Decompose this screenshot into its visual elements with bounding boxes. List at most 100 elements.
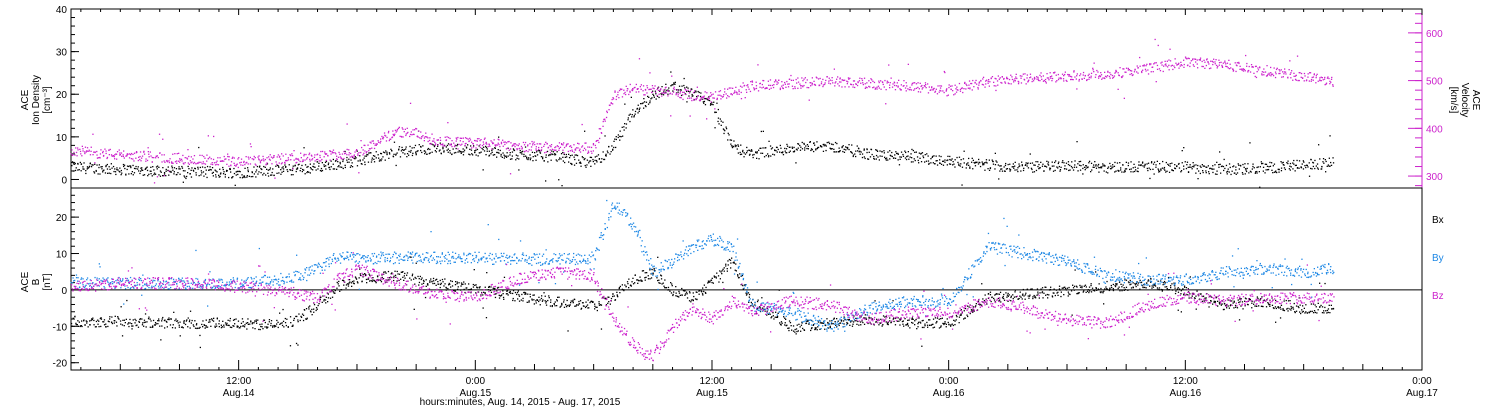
bx-point bbox=[296, 315, 298, 318]
density-point bbox=[899, 156, 901, 158]
density-point bbox=[743, 156, 745, 158]
bx-point bbox=[875, 321, 878, 323]
bx-point bbox=[637, 279, 639, 281]
density-point bbox=[859, 150, 861, 152]
bx-point bbox=[331, 289, 333, 291]
velocity-point bbox=[1040, 72, 1042, 74]
density-point bbox=[1125, 161, 1127, 163]
velocity-point bbox=[468, 140, 470, 142]
density-point bbox=[891, 151, 893, 154]
density-point bbox=[1095, 165, 1097, 167]
bx-point bbox=[313, 311, 315, 313]
density-point bbox=[594, 163, 596, 165]
density-point bbox=[1009, 168, 1011, 170]
velocity-point bbox=[976, 83, 978, 85]
density-point bbox=[473, 145, 475, 147]
bx-point bbox=[649, 269, 651, 271]
bx-point bbox=[83, 320, 85, 322]
density-point bbox=[739, 153, 742, 156]
velocity-point bbox=[1217, 65, 1219, 68]
velocity-point bbox=[642, 85, 645, 87]
velocity-point bbox=[417, 136, 419, 138]
bx-point bbox=[646, 272, 648, 274]
bx-point bbox=[264, 326, 266, 328]
bx-point bbox=[618, 287, 621, 289]
bx-point bbox=[208, 321, 210, 323]
density-point bbox=[663, 91, 665, 93]
velocity-point bbox=[166, 161, 169, 163]
density-point bbox=[1308, 175, 1311, 177]
density-point bbox=[1260, 161, 1262, 163]
velocity-point bbox=[684, 88, 687, 91]
density-point bbox=[1144, 163, 1146, 165]
bx-point bbox=[852, 323, 854, 325]
density-point bbox=[1186, 164, 1188, 166]
density-point bbox=[479, 152, 481, 154]
velocity-point bbox=[249, 143, 252, 145]
bx-point bbox=[176, 320, 178, 322]
velocity-point bbox=[861, 78, 863, 80]
density-point bbox=[281, 171, 283, 173]
bx-point bbox=[231, 326, 233, 329]
density-point bbox=[1144, 164, 1146, 167]
bx-point bbox=[494, 296, 497, 299]
density-point bbox=[132, 164, 134, 167]
velocity-point bbox=[696, 97, 698, 99]
velocity-point bbox=[629, 91, 631, 93]
velocity-point bbox=[915, 83, 918, 85]
density-point bbox=[1127, 162, 1130, 164]
bx-point bbox=[538, 296, 540, 298]
density-point bbox=[924, 161, 926, 163]
bx-point bbox=[272, 325, 274, 327]
bx-point bbox=[567, 330, 569, 332]
bx-point bbox=[403, 279, 405, 281]
velocity-point bbox=[291, 155, 294, 157]
density-point bbox=[481, 147, 483, 150]
velocity-point bbox=[172, 162, 174, 164]
velocity-point bbox=[837, 83, 839, 85]
velocity-point bbox=[247, 163, 249, 165]
velocity-point bbox=[184, 157, 186, 159]
density-point bbox=[1177, 163, 1180, 165]
velocity-point bbox=[675, 94, 677, 96]
velocity-point bbox=[995, 85, 997, 87]
velocity-point bbox=[682, 98, 684, 101]
bx-point bbox=[376, 279, 378, 281]
bx-point bbox=[127, 323, 129, 325]
bx-point bbox=[295, 315, 297, 318]
density-point bbox=[1298, 167, 1300, 169]
bx-point bbox=[806, 320, 808, 322]
density-point bbox=[408, 150, 410, 153]
density-point bbox=[371, 159, 373, 161]
density-point bbox=[1090, 171, 1092, 173]
bx-point bbox=[440, 282, 442, 284]
velocity-point bbox=[1199, 57, 1202, 59]
velocity-point bbox=[495, 144, 497, 146]
velocity-point bbox=[688, 92, 691, 94]
density-point bbox=[1077, 163, 1079, 165]
velocity-point bbox=[1099, 75, 1102, 78]
velocity-point bbox=[1169, 48, 1171, 50]
bx-point bbox=[152, 325, 154, 327]
velocity-point bbox=[451, 140, 453, 142]
density-point bbox=[1165, 161, 1167, 164]
bx-point bbox=[784, 322, 786, 324]
velocity-point bbox=[693, 98, 695, 100]
velocity-point bbox=[880, 88, 882, 90]
density-point bbox=[1031, 168, 1033, 171]
velocity-point bbox=[357, 153, 359, 155]
density-point bbox=[119, 167, 121, 169]
velocity-point bbox=[1015, 76, 1017, 78]
velocity-point bbox=[672, 91, 675, 93]
density-point bbox=[1308, 162, 1310, 164]
velocity-point bbox=[852, 84, 854, 86]
velocity-point bbox=[1204, 67, 1206, 69]
bx-point bbox=[427, 284, 429, 286]
velocity-point bbox=[1149, 64, 1151, 66]
bx-point bbox=[300, 315, 302, 318]
velocity-point bbox=[352, 157, 355, 159]
density-point bbox=[838, 150, 841, 152]
density-point bbox=[163, 173, 166, 175]
bx-point bbox=[488, 285, 490, 288]
